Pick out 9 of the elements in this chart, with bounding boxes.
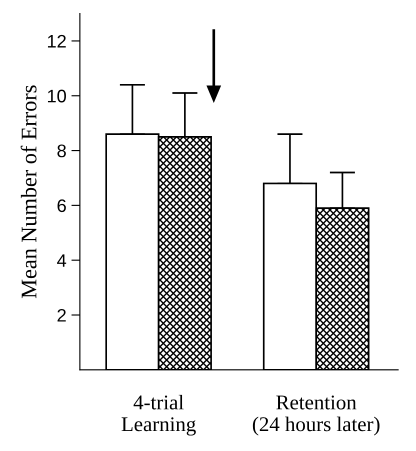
x-tick-label: 4-trial Learning (122, 394, 196, 436)
y-tick-label: 6 (58, 199, 66, 212)
x-tick-label: Retention (24 hours later) (252, 395, 380, 436)
y-tick-label: 10 (48, 90, 66, 102)
y-tick-label: 4 (57, 254, 66, 267)
y-tick-label: 2 (58, 308, 66, 322)
y-tick-label: 12 (48, 34, 66, 48)
y-axis-title: Mean Number of Errors (20, 85, 37, 298)
y-tick-label: 8 (57, 144, 66, 158)
